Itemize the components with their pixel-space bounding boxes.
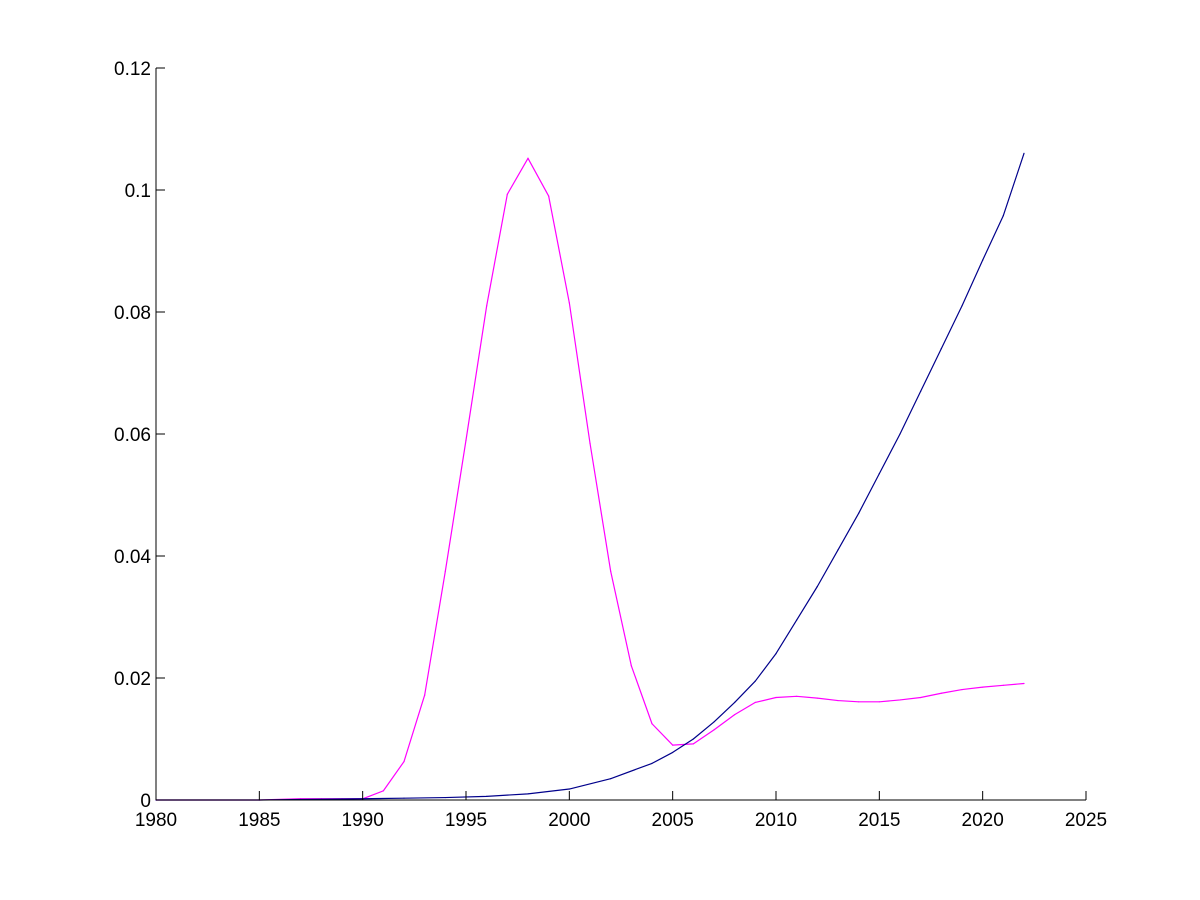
- series-1-point: [837, 699, 839, 702]
- series-2-point: [1002, 215, 1004, 217]
- x-tick-label: 1990: [342, 810, 384, 831]
- x-tick-label: 2025: [1065, 810, 1107, 831]
- series-1-point: [692, 743, 694, 745]
- series-1-point: [1002, 684, 1004, 686]
- series-2-point: [796, 619, 798, 621]
- series-1-point: [424, 694, 426, 696]
- series-1-point: [444, 570, 446, 572]
- series-1: [155, 157, 1025, 801]
- series-1-point: [961, 688, 963, 691]
- series-1-point: [878, 701, 880, 703]
- series-1-point: [486, 305, 488, 307]
- series-2-point: [982, 259, 984, 261]
- series-1-point: [382, 790, 384, 792]
- series-1-point: [899, 699, 901, 701]
- x-axis-ticks: 1980 1985 1990 1995 2000 2005 2010 2015 2020 2025: [135, 791, 1107, 831]
- series-2-point: [920, 390, 922, 392]
- series-2-point: [1023, 152, 1025, 154]
- x-tick-label: 1985: [238, 810, 280, 831]
- series-1-point: [816, 697, 818, 699]
- series-1-point: [754, 701, 756, 704]
- series-1-point: [506, 193, 508, 195]
- series-2-point: [961, 305, 963, 307]
- y-tick-label: 0.02: [114, 669, 151, 690]
- series-1-point: [589, 442, 591, 444]
- series-1-line: [156, 157, 1025, 801]
- series-2-point: [403, 797, 405, 799]
- y-tick-label: 0.06: [114, 425, 151, 446]
- y-tick-label: 0.04: [114, 547, 151, 568]
- series-1-point: [734, 714, 736, 716]
- series-2-point: [816, 585, 818, 588]
- series-1-point: [713, 729, 715, 731]
- series-2-point: [527, 793, 529, 795]
- x-tick-label: 1980: [135, 810, 177, 831]
- series-1-point: [858, 701, 860, 703]
- series-1-point: [775, 696, 777, 699]
- series-1-point: [672, 744, 674, 746]
- x-tick-label: 2015: [858, 810, 900, 831]
- series-2-point: [775, 653, 777, 655]
- x-tick-label: 2010: [755, 810, 797, 831]
- series-2-point: [444, 796, 446, 799]
- series-2-point: [878, 473, 880, 475]
- series-2-point: [651, 762, 653, 765]
- series-1-point: [610, 570, 612, 572]
- series-1-point: [403, 760, 405, 763]
- series-1-point: [982, 686, 984, 688]
- series-1-point: [527, 157, 529, 159]
- series-2-point: [837, 549, 839, 551]
- series-1-point: [630, 665, 632, 667]
- y-axis-ticks: 0 0.02 0.04 0.06 0.08 0.1 0.12: [114, 59, 165, 812]
- x-tick-label: 2020: [962, 810, 1004, 831]
- series-2-point: [713, 721, 715, 723]
- x-tick-label: 1995: [445, 810, 487, 831]
- series-2-point: [940, 348, 942, 350]
- y-tick-label: 0.1: [125, 181, 151, 202]
- series-2-point: [486, 795, 488, 797]
- series-2-point: [858, 512, 860, 514]
- y-tick-label: 0.08: [114, 303, 151, 324]
- series-1-point: [796, 695, 798, 697]
- series-2-point: [692, 738, 694, 740]
- y-tick-label: 0: [140, 791, 151, 812]
- series-1-point: [940, 692, 942, 694]
- y-tick-label: 0.12: [114, 59, 151, 80]
- series-2-point: [734, 701, 736, 704]
- series-1-point: [1023, 682, 1025, 685]
- series-1-point: [651, 723, 653, 725]
- series-1-point: [568, 302, 570, 304]
- series-1-point: [465, 439, 467, 441]
- series-2-point: [610, 778, 612, 780]
- series-1-point: [920, 696, 922, 699]
- series-2-point: [672, 751, 674, 754]
- x-tick-label: 2000: [548, 810, 590, 831]
- series-1-point: [548, 195, 550, 197]
- series-2-point: [899, 433, 901, 435]
- series-2-point: [568, 788, 570, 790]
- series-2-point: [754, 680, 756, 682]
- x-tick-label: 2005: [652, 810, 694, 831]
